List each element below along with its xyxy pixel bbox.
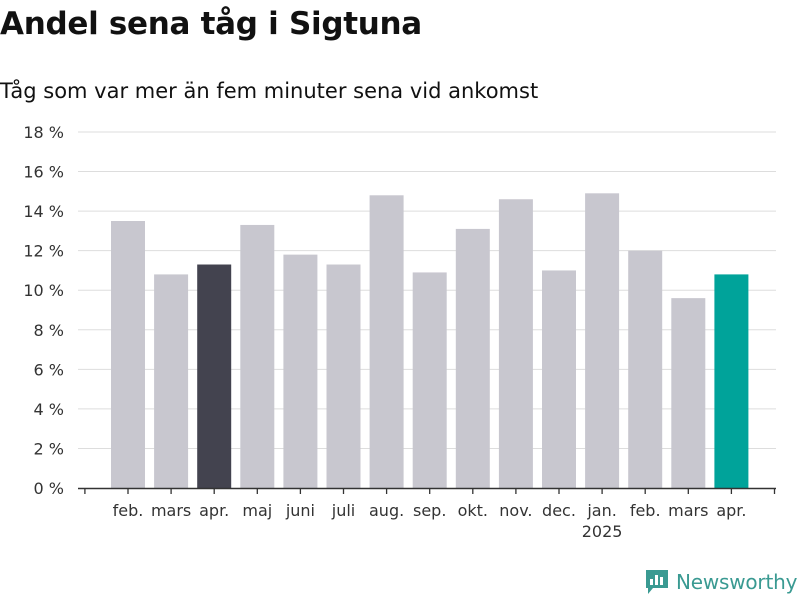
- y-tick-label: 0 %: [34, 479, 64, 498]
- bar: [585, 193, 620, 489]
- bar: [542, 270, 576, 488]
- x-tick-label: jan.: [586, 501, 616, 520]
- x-tick-label: mars: [668, 501, 708, 520]
- bar: [283, 254, 318, 488]
- y-axis-tick-labels: 0 % 2 % 4 % 6 % 8 % 10 % 12 % 14 % 16 % 18 %: [23, 123, 64, 498]
- x-tick-label: maj: [242, 501, 272, 520]
- bar: [111, 221, 145, 488]
- bar-chart-logo-icon: [646, 570, 668, 594]
- bar: [498, 199, 533, 488]
- x-axis: [78, 487, 776, 494]
- x-axis-tick-labels: feb. mars apr. maj juni juli aug. sep. okt. nov. d…: [113, 501, 747, 541]
- x-tick-label: apr.: [716, 501, 746, 520]
- y-tick-label: 2 %: [34, 439, 64, 458]
- brand-name: Newsworthy: [676, 570, 798, 594]
- y-tick-label: 8 %: [34, 321, 64, 340]
- x-tick-label: okt.: [458, 501, 488, 520]
- x-tick-label: apr.: [199, 501, 229, 520]
- bar: [412, 272, 447, 488]
- bar: [326, 264, 361, 488]
- chart-subtitle: Tåg som var mer än fem minuter sena vid …: [0, 79, 539, 103]
- x-tick-label: dec.: [542, 501, 576, 520]
- x-tick-label: juni: [285, 501, 315, 520]
- y-tick-label: 14 %: [23, 202, 64, 221]
- y-tick-label: 18 %: [23, 123, 64, 142]
- bar: [197, 264, 232, 488]
- bar: [369, 195, 404, 489]
- x-tick-label: mars: [151, 501, 191, 520]
- bar: [628, 250, 663, 488]
- bar: [714, 274, 749, 488]
- bar: [455, 228, 490, 488]
- bar: [671, 298, 706, 488]
- bar: [240, 224, 275, 488]
- y-tick-label: 4 %: [34, 400, 64, 419]
- chart-title: Andel sena tåg i Sigtuna: [0, 6, 422, 42]
- y-tick-label: 16 %: [23, 163, 64, 182]
- bar: [154, 274, 189, 488]
- y-tick-label: 6 %: [34, 360, 64, 379]
- x-tick-label: feb.: [113, 501, 144, 520]
- x-tick-label: feb.: [630, 501, 661, 520]
- x-tick-label: nov.: [499, 501, 532, 520]
- y-tick-label: 10 %: [23, 281, 64, 300]
- bars: [111, 193, 749, 489]
- newsworthy-logo: Newsworthy: [644, 568, 797, 596]
- y-tick-label: 12 %: [23, 242, 64, 261]
- x-tick-label: juli: [331, 501, 355, 520]
- x-year-label: 2025: [582, 522, 623, 541]
- x-tick-label: aug.: [369, 501, 404, 520]
- x-tick-label: sep.: [413, 501, 446, 520]
